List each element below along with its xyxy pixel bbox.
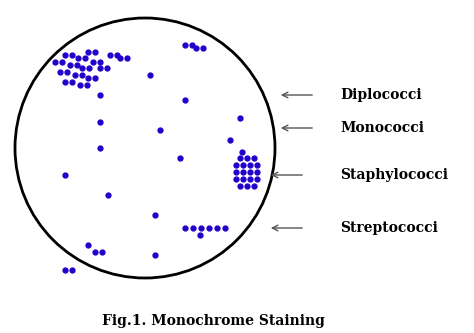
Text: Staphylococci: Staphylococci xyxy=(340,168,448,182)
Text: Fig.1. Monochrome Staining: Fig.1. Monochrome Staining xyxy=(102,314,325,328)
Text: Diplococci: Diplococci xyxy=(340,88,422,102)
Text: Monococci: Monococci xyxy=(340,121,424,135)
Text: Streptococci: Streptococci xyxy=(340,221,438,235)
